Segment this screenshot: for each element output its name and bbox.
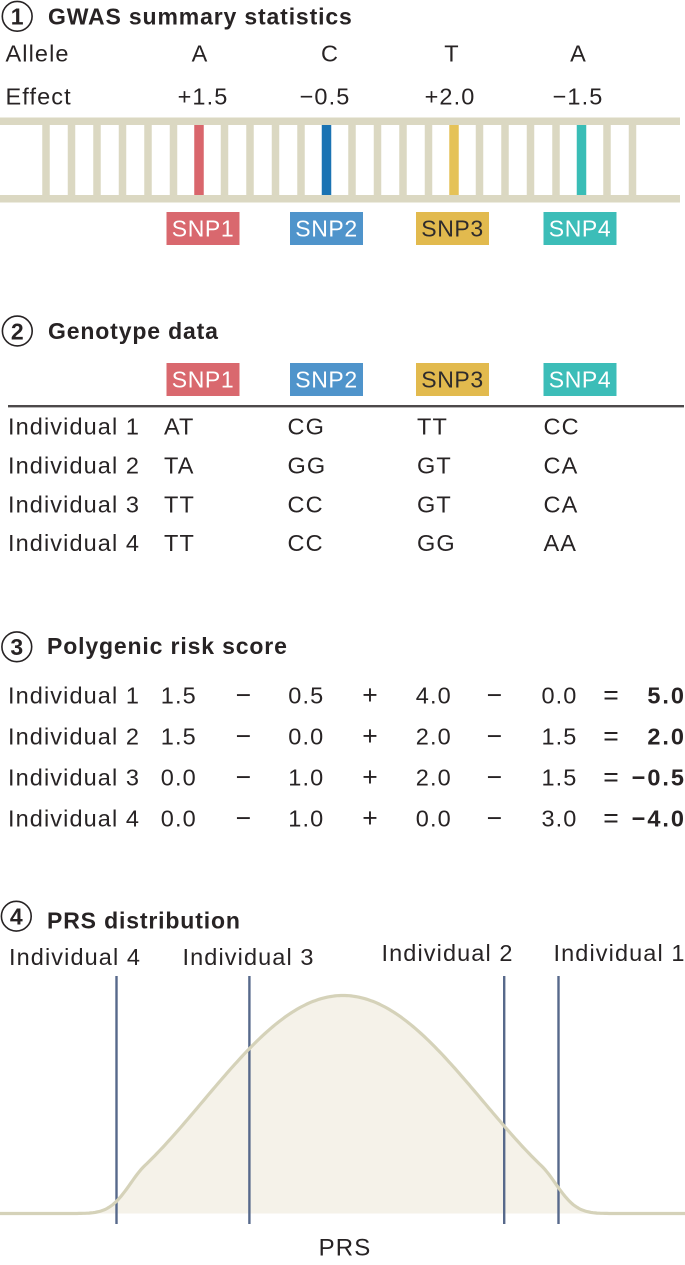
svg-text:+2.0: +2.0 (425, 84, 476, 110)
svg-text:Allele: Allele (6, 41, 70, 67)
svg-text:2.0: 2.0 (416, 723, 452, 749)
svg-text:=: = (603, 680, 618, 710)
svg-text:CA: CA (544, 491, 579, 517)
svg-text:=: = (603, 721, 618, 751)
svg-text:−0.5: −0.5 (632, 765, 685, 791)
svg-text:−: − (487, 721, 502, 751)
svg-text:TT: TT (417, 414, 448, 440)
svg-text:2.0: 2.0 (647, 723, 685, 749)
svg-text:PRS distribution: PRS distribution (47, 907, 241, 933)
svg-text:A: A (570, 41, 587, 67)
svg-text:Individual 1: Individual 1 (8, 682, 140, 708)
svg-text:SNP2: SNP2 (295, 367, 357, 393)
svg-text:SNP3: SNP3 (421, 216, 483, 242)
svg-text:−: − (487, 803, 502, 833)
svg-text:−0.5: −0.5 (300, 84, 351, 110)
svg-text:GT: GT (417, 491, 452, 517)
svg-text:1.5: 1.5 (542, 765, 578, 791)
svg-text:3.0: 3.0 (542, 806, 578, 832)
svg-text:1.5: 1.5 (161, 723, 197, 749)
svg-text:CA: CA (544, 453, 579, 479)
svg-text:AA: AA (544, 530, 578, 556)
svg-text:SNP4: SNP4 (549, 216, 611, 242)
svg-text:−1.5: −1.5 (553, 84, 604, 110)
svg-text:T: T (444, 41, 459, 67)
svg-text:1.0: 1.0 (288, 806, 324, 832)
svg-text:GG: GG (288, 453, 327, 479)
svg-text:+: + (362, 721, 377, 751)
svg-text:0.0: 0.0 (288, 723, 324, 749)
svg-text:Individual 3: Individual 3 (8, 765, 140, 791)
svg-text:Genotype data: Genotype data (48, 318, 219, 344)
svg-text:CC: CC (288, 491, 324, 517)
svg-text:+: + (362, 680, 377, 710)
svg-text:AT: AT (164, 414, 195, 440)
svg-text:C: C (321, 41, 339, 67)
svg-text:Individual 4: Individual 4 (8, 806, 140, 832)
svg-text:1: 1 (11, 4, 24, 30)
svg-text:Polygenic risk score: Polygenic risk score (47, 633, 288, 659)
svg-text:A: A (192, 41, 209, 67)
svg-text:−: − (236, 762, 251, 792)
svg-text:SNP3: SNP3 (421, 367, 483, 393)
svg-text:Individual 2: Individual 2 (8, 453, 140, 479)
svg-text:2: 2 (11, 318, 24, 344)
svg-text:Individual 3: Individual 3 (183, 944, 315, 970)
svg-text:Individual 4: Individual 4 (8, 530, 140, 556)
svg-text:SNP1: SNP1 (172, 367, 234, 393)
svg-text:Individual 2: Individual 2 (8, 723, 140, 749)
svg-text:Individual 3: Individual 3 (8, 491, 140, 517)
svg-text:−: − (236, 721, 251, 751)
svg-text:0.0: 0.0 (416, 806, 452, 832)
svg-text:2.0: 2.0 (416, 765, 452, 791)
svg-text:+1.5: +1.5 (178, 84, 229, 110)
svg-text:1.0: 1.0 (288, 765, 324, 791)
svg-text:Individual 1: Individual 1 (8, 414, 140, 440)
svg-text:=: = (603, 803, 618, 833)
svg-text:TT: TT (164, 530, 195, 556)
svg-text:5.0: 5.0 (647, 682, 685, 708)
svg-text:1.5: 1.5 (161, 682, 197, 708)
svg-text:GG: GG (417, 530, 456, 556)
svg-text:0.0: 0.0 (161, 765, 197, 791)
svg-text:0.0: 0.0 (161, 806, 197, 832)
svg-text:−: − (487, 680, 502, 710)
svg-text:−: − (236, 680, 251, 710)
svg-text:4.0: 4.0 (416, 682, 452, 708)
svg-text:GWAS summary statistics: GWAS summary statistics (48, 3, 353, 29)
svg-text:Individual 2: Individual 2 (382, 940, 514, 966)
svg-text:0.5: 0.5 (288, 682, 324, 708)
svg-text:GT: GT (417, 453, 452, 479)
svg-text:SNP1: SNP1 (172, 216, 234, 242)
svg-text:0.0: 0.0 (542, 682, 578, 708)
svg-text:3: 3 (10, 634, 23, 660)
svg-text:TT: TT (164, 491, 195, 517)
svg-text:CC: CC (288, 530, 324, 556)
svg-text:+: + (362, 762, 377, 792)
svg-text:SNP2: SNP2 (295, 216, 357, 242)
svg-text:CG: CG (288, 414, 325, 440)
svg-text:−: − (487, 762, 502, 792)
svg-text:CC: CC (544, 414, 580, 440)
svg-text:TA: TA (164, 453, 195, 479)
svg-text:PRS: PRS (319, 1235, 372, 1261)
svg-text:Effect: Effect (6, 84, 72, 110)
svg-text:Individual 4: Individual 4 (9, 944, 141, 970)
svg-text:SNP4: SNP4 (549, 367, 611, 393)
svg-text:−: − (236, 803, 251, 833)
svg-text:1.5: 1.5 (542, 723, 578, 749)
svg-text:−4.0: −4.0 (632, 806, 685, 832)
svg-text:=: = (603, 762, 618, 792)
svg-text:Individual 1: Individual 1 (554, 940, 685, 966)
svg-text:+: + (362, 803, 377, 833)
svg-text:4: 4 (10, 904, 23, 930)
